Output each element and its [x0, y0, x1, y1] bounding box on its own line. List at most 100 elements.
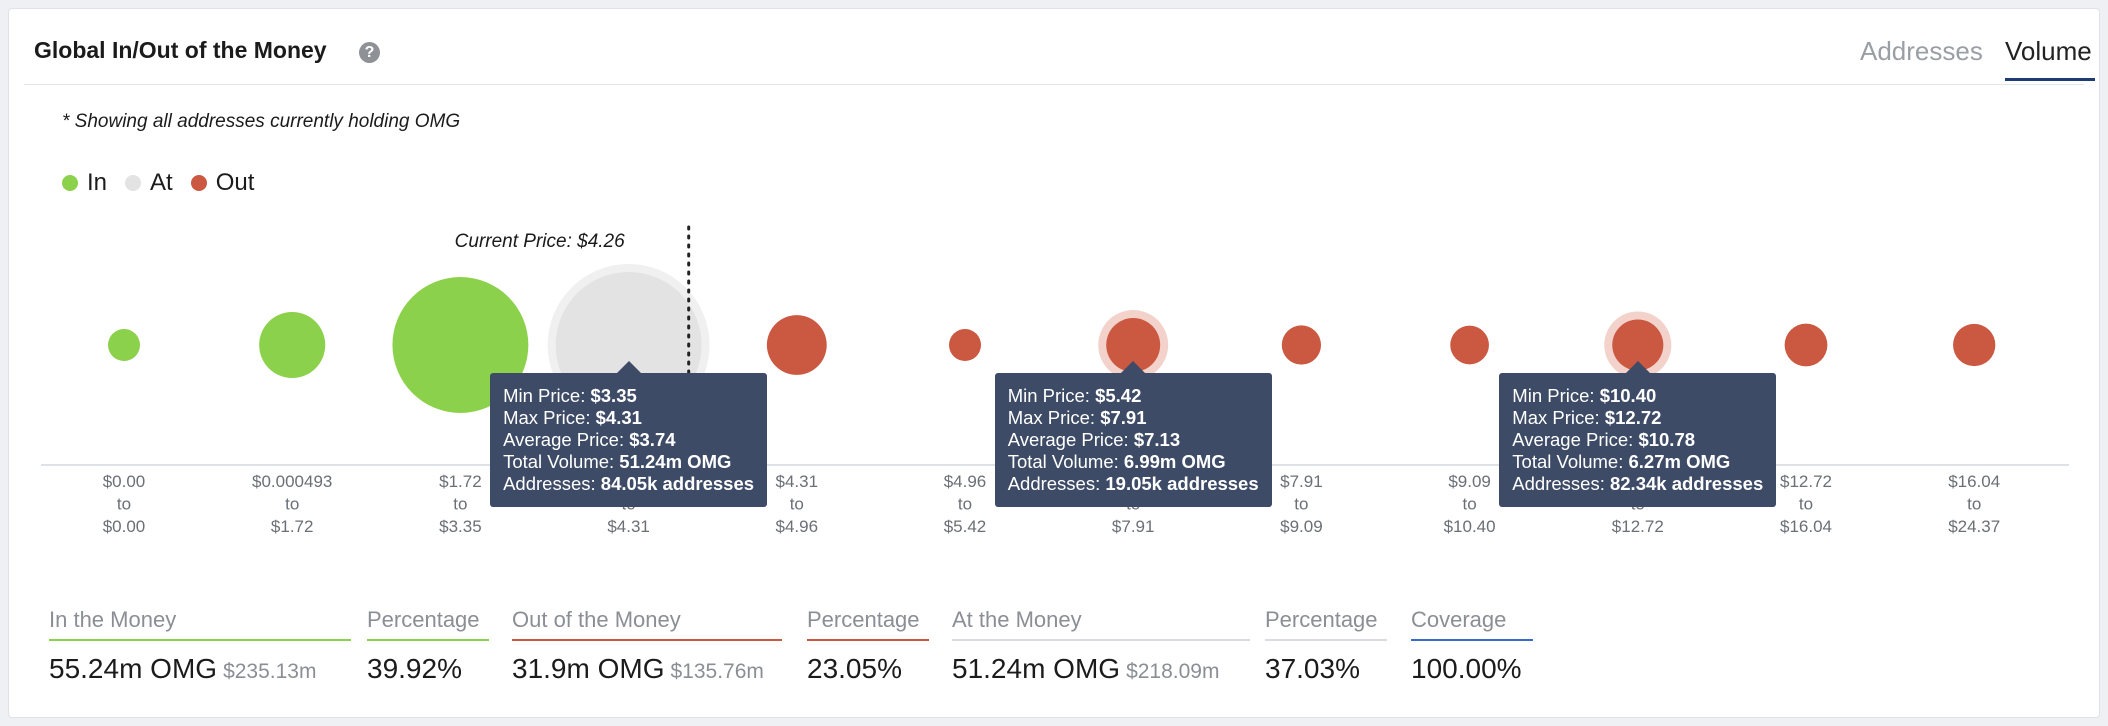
legend-label-at: At	[150, 169, 173, 196]
stat-value: 39.92%	[367, 653, 462, 684]
tooltip-value: $7.13	[1133, 429, 1181, 450]
tick-label: $24.37	[1948, 517, 2000, 536]
tab-volume[interactable]: Volume	[2005, 36, 2092, 66]
tooltip-value: 6.27m OMG	[1628, 451, 1731, 472]
tooltip-key: Max Price:	[1512, 407, 1605, 428]
stat-label: Coverage	[1411, 607, 1533, 641]
tick-label: to	[1294, 495, 1308, 514]
legend-item-in[interactable]: In	[62, 169, 107, 197]
tooltip-key: Addresses:	[503, 473, 601, 494]
legend-dot-out	[190, 175, 207, 191]
stat-coverage: Coverage 100.00%	[1411, 607, 1533, 685]
header-divider	[24, 84, 2084, 85]
tick-label: $4.96	[944, 472, 987, 491]
tooltip-row: Min Price: $10.40	[1512, 385, 1763, 407]
bubble-tooltip: Min Price: $3.35 Max Price: $4.31 Average …	[490, 361, 768, 507]
tooltip-value: $7.91	[1100, 407, 1147, 428]
tooltip-value: $3.35	[590, 385, 637, 406]
tooltip-value: 82.34k addresses	[1609, 473, 1764, 494]
tooltip-key: Average Price:	[1007, 429, 1134, 450]
tooltip-key: Max Price:	[1007, 407, 1101, 428]
bubble-out[interactable]	[1450, 325, 1489, 365]
tooltip-row: Average Price: $3.74	[503, 429, 754, 451]
stat-value: 23.05%	[807, 653, 902, 684]
legend-dot-in	[62, 175, 78, 191]
stat-in-the-money: In the Money 55.24m OMG $235.13m	[49, 607, 351, 685]
tick-label: $1.72	[271, 517, 314, 536]
tooltip-value: $5.42	[1095, 385, 1142, 406]
tick-label: to	[1463, 495, 1477, 514]
tick-label: to	[1967, 495, 1981, 514]
stat-value: 55.24m OMG $235.13m	[49, 653, 351, 685]
tick-label: to	[790, 495, 804, 514]
bubble-in[interactable]	[108, 329, 140, 361]
legend-item-at[interactable]: At	[125, 169, 173, 197]
stat-at-the-money: At the Money 51.24m OMG $218.09m	[952, 607, 1250, 685]
tooltip-key: Addresses:	[1512, 473, 1610, 494]
tooltip-key: Addresses:	[1007, 473, 1106, 494]
tooltip-row: Max Price: $4.31	[503, 407, 754, 429]
bubble-out[interactable]	[1784, 323, 1828, 367]
active-tab-indicator	[2005, 78, 2095, 81]
bubble-in[interactable]	[259, 311, 326, 379]
tick-label: to	[1799, 495, 1813, 514]
tooltip-value: 19.05k addresses	[1105, 473, 1259, 494]
stat-usd: $235.13m	[223, 660, 317, 683]
tooltip-row: Min Price: $3.35	[503, 385, 754, 407]
tooltip-row: Total Volume: 6.99m OMG	[1008, 451, 1259, 473]
tooltip-key: Min Price:	[1007, 385, 1096, 406]
tooltip-row: Addresses: 84.05k addresses	[503, 473, 754, 495]
tooltip-key: Total Volume:	[1007, 451, 1124, 472]
tab-addresses[interactable]: Addresses	[1860, 36, 1983, 66]
tooltip-value: 6.99m OMG	[1123, 451, 1226, 472]
tick-label: to	[958, 495, 972, 514]
stat-label: Percentage	[807, 607, 929, 641]
page-title: Global In/Out of the Money	[34, 37, 327, 63]
stat-value: 51.24m OMG $218.09m	[952, 653, 1250, 685]
bubble-tooltip: Min Price: $5.42 Max Price: $7.91 Average …	[994, 361, 1272, 507]
tooltip-row: Max Price: $7.91	[1008, 407, 1259, 429]
tick-label: $0.000493	[252, 472, 332, 491]
stat-usd: $135.76m	[670, 660, 764, 683]
tooltip-value: 51.24m OMG	[619, 451, 732, 472]
stat-usd: $218.09m	[1126, 660, 1220, 683]
tick-label: $16.04	[1780, 517, 1832, 536]
legend-label-out: Out	[215, 169, 255, 196]
stat-out-percentage: Percentage 23.05%	[807, 607, 929, 685]
tick-label: $16.04	[1948, 472, 2000, 491]
stat-label: In the Money	[49, 607, 351, 641]
bubble-out[interactable]	[1612, 319, 1664, 371]
tooltip-key: Average Price:	[1512, 429, 1639, 450]
bubble-out[interactable]	[949, 329, 981, 361]
tooltip-value: $10.40	[1599, 385, 1657, 406]
io-money-card: Global In/Out of the Money ? Addresses V…	[8, 8, 2100, 718]
bubble-out[interactable]	[1281, 325, 1322, 365]
tooltip-value: 84.05k addresses	[600, 473, 755, 494]
tooltip-value: $4.31	[595, 407, 642, 428]
tick-label: $9.09	[1448, 472, 1491, 491]
bubble-out[interactable]	[766, 315, 827, 375]
tooltip-row: Average Price: $7.13	[1008, 429, 1259, 451]
bubble-out[interactable]	[1106, 318, 1161, 372]
tick-label: $7.91	[1280, 472, 1323, 491]
tick-label: to	[117, 495, 131, 514]
tick-label: $12.72	[1780, 472, 1832, 491]
stat-value: 31.9m OMG $135.76m	[512, 653, 782, 685]
tooltip-key: Average Price:	[503, 429, 630, 450]
tooltip-row: Average Price: $10.78	[1512, 429, 1763, 451]
legend-item-out[interactable]: Out	[190, 169, 255, 197]
question-circle-icon[interactable]: ?	[359, 42, 380, 63]
legend-dot-at	[125, 175, 142, 191]
bubble-out[interactable]	[1953, 323, 1996, 367]
stat-label: Percentage	[367, 607, 489, 641]
tick-label: $3.35	[439, 517, 482, 536]
stat-amount: 51.24m OMG	[952, 653, 1121, 684]
current-price-label: Current Price: $4.26	[455, 231, 625, 252]
tick-label: $4.31	[607, 517, 650, 536]
tick-label: $12.72	[1612, 517, 1664, 536]
tooltip-row: Total Volume: 51.24m OMG	[503, 451, 754, 473]
tick-label: $7.91	[1112, 517, 1155, 536]
bubble-tooltip: Min Price: $10.40 Max Price: $12.72 Averag…	[1499, 361, 1777, 507]
tick-label: $4.31	[776, 472, 819, 491]
tick-label: to	[453, 495, 467, 514]
